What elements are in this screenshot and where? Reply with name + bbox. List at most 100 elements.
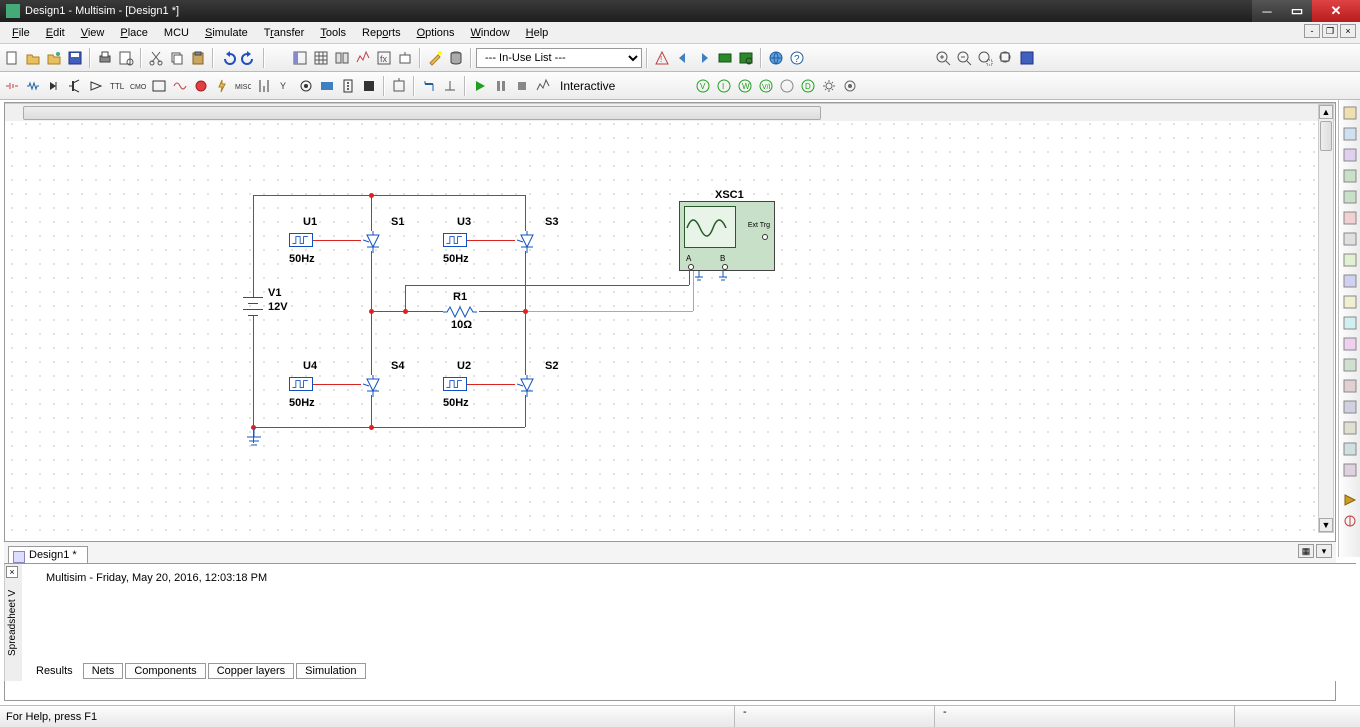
spreadsheet-tab-components[interactable]: Components — [125, 663, 205, 679]
instrument-freq-counter[interactable] — [1341, 230, 1359, 248]
instrument-word-gen[interactable] — [1341, 251, 1359, 269]
place-misc-digital-button[interactable] — [149, 76, 169, 96]
place-bus-button[interactable] — [419, 76, 439, 96]
instrument-agilent-fg[interactable] — [1341, 398, 1359, 416]
zoom-in-button[interactable] — [933, 48, 953, 68]
horizontal-scrollbar[interactable] — [5, 103, 1335, 121]
tab-menu-button[interactable]: ▾ — [1316, 544, 1332, 558]
cut-button[interactable] — [146, 48, 166, 68]
copy-button[interactable] — [167, 48, 187, 68]
instrument-agilent-mm[interactable] — [1341, 419, 1359, 437]
menu-view[interactable]: View — [73, 22, 113, 43]
database-manager-button[interactable] — [332, 48, 352, 68]
menu-place[interactable]: Place — [112, 22, 156, 43]
open-button[interactable] — [23, 48, 43, 68]
paste-button[interactable] — [188, 48, 208, 68]
help-button[interactable]: ? — [787, 48, 807, 68]
internet-button[interactable] — [766, 48, 786, 68]
spreadsheet-tab-simulation[interactable]: Simulation — [296, 663, 365, 679]
place-diode-button[interactable] — [44, 76, 64, 96]
pause-button[interactable] — [491, 76, 511, 96]
place-junction-button[interactable] — [440, 76, 460, 96]
instrument-logic-converter[interactable] — [1341, 293, 1359, 311]
instrument-oscilloscope[interactable]: Ext Trg A B — [679, 201, 775, 271]
mdi-restore[interactable]: ❐ — [1322, 24, 1338, 38]
graph-button[interactable] — [353, 48, 373, 68]
place-ni-button[interactable] — [317, 76, 337, 96]
component-wizard-button[interactable] — [425, 48, 445, 68]
menu-help[interactable]: Help — [518, 22, 557, 43]
place-analog-button[interactable] — [86, 76, 106, 96]
zoom-out-button[interactable] — [954, 48, 974, 68]
erc-button[interactable]: ! — [652, 48, 672, 68]
parent-sheet-button[interactable] — [395, 48, 415, 68]
place-mixed-button[interactable] — [170, 76, 190, 96]
full-screen-button[interactable] — [1017, 48, 1037, 68]
instrument-tek-scope[interactable] — [1341, 461, 1359, 479]
mdi-minimize[interactable]: - — [1304, 24, 1320, 38]
maximize-button[interactable]: ▭ — [1282, 0, 1312, 22]
spreadsheet-tab-copper[interactable]: Copper layers — [208, 663, 294, 679]
forward-annotate-button[interactable] — [694, 48, 714, 68]
place-indicator-button[interactable] — [191, 76, 211, 96]
menu-reports[interactable]: Reports — [354, 22, 409, 43]
back-annotate-button[interactable] — [673, 48, 693, 68]
db-button[interactable] — [446, 48, 466, 68]
instrument-wattmeter[interactable] — [1341, 146, 1359, 164]
zoom-area-button[interactable] — [975, 48, 995, 68]
place-transistor-button[interactable] — [65, 76, 85, 96]
toggle-design-toolbox[interactable] — [290, 48, 310, 68]
probe-i-button[interactable]: I — [714, 76, 734, 96]
place-connector-button[interactable] — [338, 76, 358, 96]
place-source-button[interactable] — [2, 76, 22, 96]
instrument-function-gen[interactable] — [1341, 125, 1359, 143]
menu-file[interactable]: File — [4, 22, 38, 43]
print-button[interactable] — [95, 48, 115, 68]
instrument-bode[interactable] — [1341, 209, 1359, 227]
tab-arrange-button[interactable]: ▦ — [1298, 544, 1314, 558]
menu-transfer[interactable]: Transfer — [256, 22, 313, 43]
instrument-iv-analyzer[interactable] — [1341, 314, 1359, 332]
menu-simulate[interactable]: Simulate — [197, 22, 256, 43]
instrument-distortion[interactable] — [1341, 335, 1359, 353]
vertical-scrollbar[interactable]: ▲ ▼ — [1318, 104, 1334, 533]
stop-button[interactable] — [512, 76, 532, 96]
component-s4[interactable] — [363, 375, 379, 395]
place-basic-button[interactable] — [23, 76, 43, 96]
instrument-spectrum[interactable] — [1341, 356, 1359, 374]
instrument-network[interactable] — [1341, 377, 1359, 395]
component-u2[interactable] — [443, 377, 467, 391]
spreadsheet-close[interactable]: × — [6, 566, 18, 578]
design-tab[interactable]: Design1 * — [8, 546, 88, 563]
spreadsheet-tab-nets[interactable]: Nets — [83, 663, 124, 679]
menu-edit[interactable]: Edit — [38, 22, 73, 43]
zoom-fit-button[interactable] — [996, 48, 1016, 68]
menu-mcu[interactable]: MCU — [156, 22, 197, 43]
place-ttl-button[interactable]: TTL — [107, 76, 127, 96]
spreadsheet-tab-results[interactable]: Results — [28, 664, 81, 678]
instrument-current-probe[interactable] — [1341, 512, 1359, 530]
close-button[interactable]: ✕ — [1312, 0, 1360, 22]
place-rf-button[interactable]: Y — [275, 76, 295, 96]
redo-button[interactable] — [239, 48, 259, 68]
instrument-multimeter[interactable] — [1341, 104, 1359, 122]
instrument-4ch-scope[interactable] — [1341, 188, 1359, 206]
in-use-list-select[interactable]: --- In-Use List --- — [476, 48, 642, 68]
ultiboard-button[interactable] — [715, 48, 735, 68]
scope-port-a[interactable] — [688, 264, 694, 270]
probe-vi-button[interactable]: V/I — [756, 76, 776, 96]
save-button[interactable] — [65, 48, 85, 68]
place-mcu-button[interactable] — [359, 76, 379, 96]
mdi-close[interactable]: × — [1340, 24, 1356, 38]
component-u3[interactable] — [443, 233, 467, 247]
instrument-logic-analyzer[interactable] — [1341, 272, 1359, 290]
component-ground[interactable] — [245, 427, 263, 452]
instrument-oscilloscope-btn[interactable] — [1341, 167, 1359, 185]
menu-options[interactable]: Options — [409, 22, 463, 43]
find-button[interactable] — [736, 48, 756, 68]
postprocessor-button[interactable]: fx — [374, 48, 394, 68]
probe-diff-button[interactable]: D — [798, 76, 818, 96]
place-cmos-button[interactable]: CMOS — [128, 76, 148, 96]
place-hierarchical-button[interactable] — [389, 76, 409, 96]
instrument-agilent-scope[interactable] — [1341, 440, 1359, 458]
